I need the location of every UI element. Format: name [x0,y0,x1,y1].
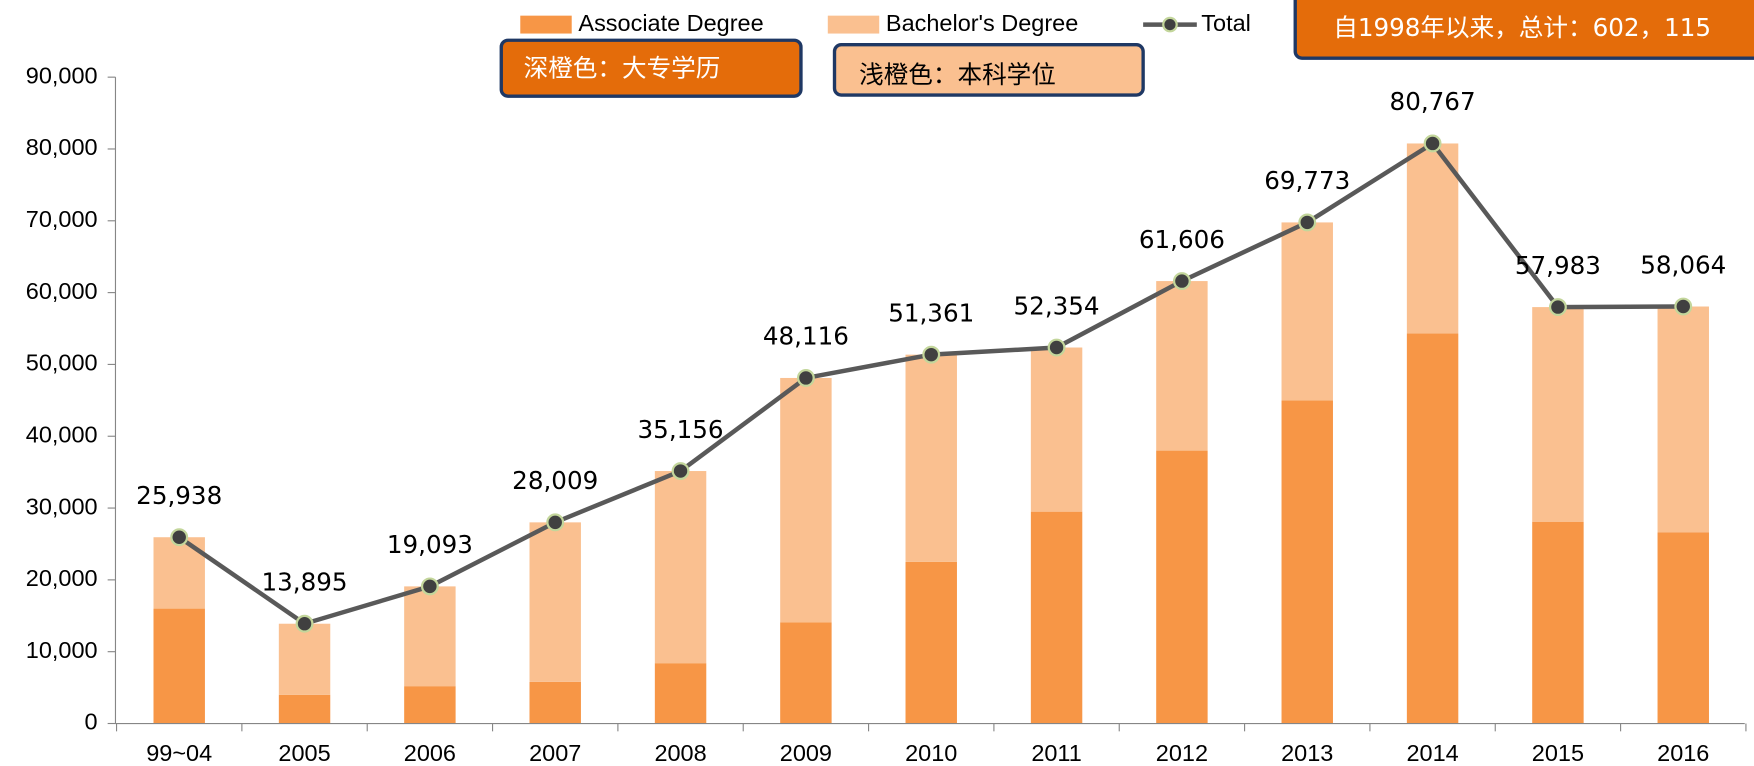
marker [922,345,941,364]
y-tick-label: 50,000 [26,350,98,376]
x-tick-label: 2009 [780,740,832,766]
bar-segment [1030,347,1083,512]
bar-segment [1657,532,1709,724]
marker [1047,338,1066,357]
data-label: 35,156 [638,415,724,444]
bar-segment [1156,281,1208,451]
legend-label: Associate Degree [578,10,763,36]
bar-segment [1406,333,1459,724]
data-label: 58,064 [1640,250,1726,279]
legend-marker [1162,16,1178,33]
bar-segment [905,354,957,562]
x-tick-label: 2014 [1406,740,1458,766]
bar-segment [1281,400,1333,724]
x-tick-label: 2015 [1532,740,1584,766]
bar-segment [1532,307,1584,522]
data-label: 52,354 [1014,291,1100,320]
data-label: 80,767 [1390,87,1476,116]
bar-segment [529,522,581,682]
data-label: 19,093 [387,530,473,559]
y-tick-label: 90,000 [26,62,98,88]
marker [1172,272,1191,291]
data-label: 51,361 [888,298,974,327]
annotation-box [1293,0,1754,60]
data-label: 28,009 [512,466,598,495]
bar-segment [1156,450,1208,724]
bar-segment [278,694,331,724]
annotation-box [499,38,803,98]
bar-segment [278,623,331,695]
marker [420,577,439,596]
bar-segment [1406,143,1459,334]
x-tick-label: 2010 [905,740,957,766]
data-label: 48,116 [763,322,849,351]
y-tick-label: 10,000 [26,637,98,663]
data-label: 61,606 [1139,225,1225,254]
bar-segment [404,686,456,724]
x-tick-label: 2007 [529,740,581,766]
annotation: 深橙色：大专学历 [524,53,721,82]
marker [546,513,565,532]
data-label: 13,895 [262,567,348,596]
marker [671,462,690,480]
y-tick-label: 40,000 [26,421,98,447]
bar-segment [404,586,456,687]
y-tick-label: 70,000 [26,206,98,232]
x-tick-label: 2013 [1281,740,1333,766]
bar-segment [1030,511,1083,724]
legend-label: Total [1201,10,1251,36]
bar-segment [1532,521,1584,724]
bar-segment [654,663,707,724]
marker [796,369,815,387]
data-label: 25,938 [136,481,222,510]
bar-segment [780,377,832,623]
marker [1548,298,1567,317]
x-tick-label: 2012 [1156,740,1208,766]
marker [1674,297,1693,316]
bar-segment [905,561,957,724]
data-label: 57,983 [1515,251,1601,280]
x-tick-label: 2008 [654,740,706,766]
annotation-box [832,43,1145,97]
x-tick-label: 99~04 [146,740,212,766]
x-tick-label: 2005 [278,740,330,766]
marker [1423,134,1442,153]
legend-swatch [827,15,880,34]
bar-segment [529,681,581,724]
bar-segment [1657,306,1709,533]
x-tick-label: 2006 [404,740,456,766]
legend-swatch [520,15,572,34]
data-label: 69,773 [1264,166,1350,195]
x-tick-label: 2016 [1657,740,1709,766]
marker [295,614,314,633]
x-tick-label: 2011 [1031,740,1081,766]
y-tick-label: 80,000 [26,134,98,160]
marker [1298,213,1317,232]
y-tick-label: 20,000 [26,565,98,591]
bar-segment [780,622,832,724]
y-tick-label: 30,000 [26,493,98,519]
annotation: 自1998年以来，总计：602，115 [1333,13,1711,42]
y-tick-label: 0 [85,709,98,735]
marker [170,528,189,547]
bar-segment [654,471,707,664]
legend-label: Bachelor's Degree [886,10,1078,36]
y-tick-label: 60,000 [26,278,98,304]
annotation: 浅橙色：本科学位 [859,60,1056,89]
bar-segment [1281,222,1333,401]
bar-segment [153,608,205,724]
